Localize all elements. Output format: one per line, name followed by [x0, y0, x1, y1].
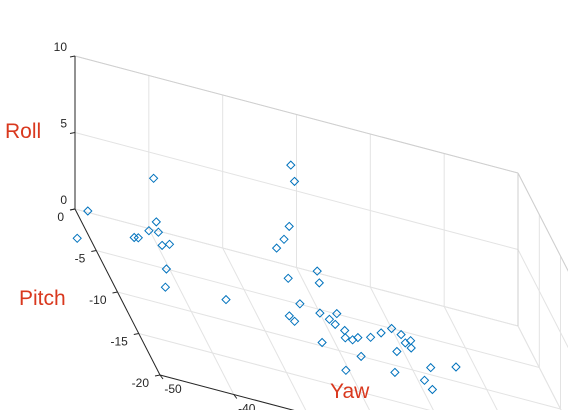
data-point-marker: [400, 338, 411, 348]
x-tick-label: -40: [238, 402, 256, 410]
z-tick-label: 5: [60, 117, 67, 131]
data-point-marker: [353, 332, 363, 343]
floor-grid-line: [369, 286, 434, 410]
data-point-marker: [157, 240, 167, 251]
floor-grid-line: [117, 291, 561, 410]
z-tick-mark: [69, 55, 76, 58]
data-point-marker: [419, 375, 430, 386]
data-point-marker: [315, 308, 325, 318]
data-point-marker: [289, 316, 300, 327]
data-point-marker: [153, 227, 164, 237]
box-edge: [74, 55, 519, 174]
data-point-marker: [341, 365, 351, 376]
back-wall-grid-line: [74, 208, 519, 327]
grid-lines: [74, 55, 568, 410]
x-axis-label: Yaw: [330, 380, 370, 403]
data-point-marker: [390, 367, 400, 378]
y-tick-mark: [154, 374, 161, 377]
data-point-marker: [406, 343, 416, 353]
z-axis-label: Roll: [5, 120, 41, 143]
data-point-marker: [451, 362, 461, 372]
axis-lines: [69, 55, 295, 410]
data-point-marker: [161, 264, 172, 274]
y-tick-mark: [133, 333, 139, 335]
data-point-marker: [386, 323, 397, 334]
back-wall-grid-line: [74, 132, 519, 250]
data-point-marker: [164, 239, 175, 250]
data-point-marker: [289, 176, 300, 187]
data-point-marker: [312, 266, 322, 276]
y-tick-label: -5: [75, 252, 86, 266]
data-point-marker: [365, 332, 376, 343]
y-tick-mark: [112, 291, 118, 294]
data-point-marker: [144, 225, 154, 236]
floor-grid-line: [138, 333, 431, 410]
y-tick-label: -10: [89, 293, 107, 307]
data-point-marker: [221, 294, 231, 305]
data-point-marker: [376, 328, 386, 338]
data-point-marker: [286, 160, 296, 170]
data-point-marker: [148, 173, 159, 184]
data-point-marker: [284, 311, 295, 321]
side-wall-grid-line: [517, 325, 562, 410]
data-point-marker: [295, 299, 305, 309]
data-point-marker: [314, 278, 325, 288]
data-markers: [72, 160, 461, 395]
x-tick-mark: [159, 374, 164, 380]
data-point-marker: [356, 351, 366, 362]
data-point-marker: [340, 333, 351, 343]
data-point-marker: [283, 273, 293, 284]
data-point-marker: [427, 384, 438, 395]
data-point-marker: [160, 282, 171, 292]
y-axis-label: Pitch: [19, 287, 66, 310]
floor-grid-line: [222, 247, 307, 410]
y-tick-label: -20: [132, 376, 150, 390]
data-point-marker: [129, 232, 139, 243]
z-tick-mark: [69, 132, 76, 134]
data-point-marker: [332, 308, 342, 319]
data-point-marker: [347, 335, 358, 345]
data-point-marker: [392, 346, 402, 357]
data-point-marker: [317, 337, 327, 348]
z-tick-label: 0: [60, 193, 67, 207]
z-tick-label: 10: [54, 40, 68, 54]
y-tick-label: 0: [57, 210, 64, 224]
data-point-marker: [279, 234, 289, 245]
x-tick-mark: [233, 394, 238, 399]
data-point-marker: [396, 329, 406, 340]
data-point-marker: [339, 325, 350, 336]
data-point-marker: [324, 314, 335, 325]
box-edge: [517, 172, 568, 272]
floor-grid-line: [443, 306, 498, 410]
data-point-marker: [83, 206, 93, 216]
side-wall-grid-line: [517, 249, 568, 349]
x-tick-label: -50: [164, 382, 182, 396]
data-point-marker: [151, 217, 162, 227]
data-point-marker: [330, 319, 340, 330]
y-tick-label: -15: [110, 335, 128, 349]
y-tick-mark: [91, 250, 97, 252]
floor-grid-line: [96, 250, 540, 368]
data-point-marker: [284, 221, 294, 232]
data-point-marker: [133, 233, 144, 243]
z-tick-mark: [69, 208, 76, 211]
data-point-marker: [271, 243, 282, 253]
data-point-marker: [425, 362, 436, 373]
data-point-marker: [72, 233, 82, 244]
